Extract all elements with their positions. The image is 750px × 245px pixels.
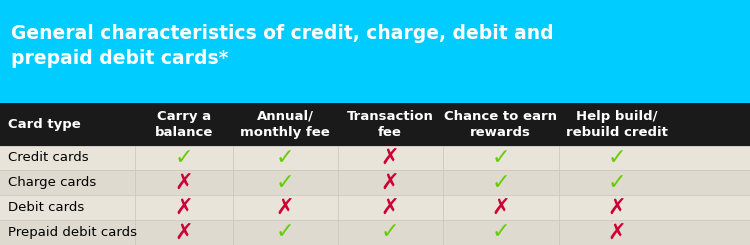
- Text: Carry a
balance: Carry a balance: [154, 110, 213, 139]
- Bar: [0, 146, 750, 171]
- Text: ✓: ✓: [491, 148, 510, 168]
- Bar: [0, 220, 750, 245]
- Text: ✓: ✓: [381, 222, 399, 243]
- Text: ✗: ✗: [608, 222, 626, 243]
- Text: ✓: ✓: [491, 173, 510, 193]
- Text: Chance to earn
rewards: Chance to earn rewards: [444, 110, 557, 139]
- Text: ✓: ✓: [608, 148, 626, 168]
- Text: ✓: ✓: [276, 148, 294, 168]
- Text: Help build/
rebuild credit: Help build/ rebuild credit: [566, 110, 668, 139]
- Bar: [0, 195, 750, 220]
- Text: Prepaid debit cards: Prepaid debit cards: [8, 226, 136, 239]
- Text: Debit cards: Debit cards: [8, 201, 84, 214]
- Text: ✗: ✗: [175, 173, 193, 193]
- Text: ✗: ✗: [381, 198, 399, 218]
- Text: ✓: ✓: [608, 173, 626, 193]
- Text: ✗: ✗: [276, 198, 294, 218]
- Text: ✗: ✗: [175, 222, 193, 243]
- Text: ✓: ✓: [276, 222, 294, 243]
- Text: General characteristics of credit, charge, debit and
prepaid debit cards*: General characteristics of credit, charg…: [11, 24, 554, 68]
- Text: ✓: ✓: [276, 173, 294, 193]
- Text: Transaction
fee: Transaction fee: [346, 110, 433, 139]
- Text: ✓: ✓: [491, 222, 510, 243]
- Text: ✓: ✓: [175, 148, 193, 168]
- Text: Annual/
monthly fee: Annual/ monthly fee: [240, 110, 330, 139]
- Text: ✗: ✗: [608, 198, 626, 218]
- Text: Credit cards: Credit cards: [8, 151, 88, 164]
- Bar: [0, 171, 750, 195]
- Bar: [0, 103, 750, 146]
- Text: ✗: ✗: [491, 198, 510, 218]
- Text: ✗: ✗: [175, 198, 193, 218]
- Text: Charge cards: Charge cards: [8, 176, 96, 189]
- Text: ✗: ✗: [381, 173, 399, 193]
- Text: Card type: Card type: [8, 118, 80, 131]
- Text: ✗: ✗: [381, 148, 399, 168]
